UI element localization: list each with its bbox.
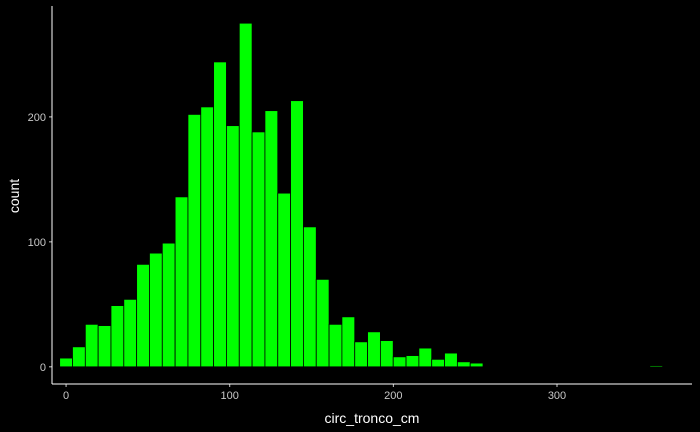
histogram-bar	[469, 362, 484, 368]
x-tick-label: 100	[221, 390, 239, 402]
histogram-bar	[123, 298, 138, 368]
histogram-bar	[251, 131, 266, 368]
histogram-bar	[303, 226, 317, 368]
x-ticks-group: 0 100 200 300	[63, 384, 566, 402]
histogram-bar	[238, 22, 253, 368]
y-tick-label: 100	[28, 237, 46, 249]
histogram-bar	[84, 323, 99, 368]
histogram-bar	[431, 358, 445, 368]
histogram-bar	[161, 242, 176, 368]
histogram-bar	[418, 347, 433, 368]
histogram-bar	[136, 263, 150, 368]
histogram-bar	[110, 305, 125, 368]
histogram-bar	[341, 316, 356, 368]
histogram-bar	[174, 196, 189, 368]
histogram-bar	[315, 278, 330, 368]
y-tick-label: 0	[40, 362, 46, 374]
histogram-bar	[290, 100, 304, 368]
histogram-bar	[444, 352, 458, 368]
bars-group	[59, 22, 664, 368]
y-tick-label: 200	[28, 112, 46, 124]
histogram-bar	[187, 114, 202, 368]
histogram-bar	[277, 192, 291, 368]
histogram-bar	[149, 252, 163, 368]
histogram-bar	[213, 61, 227, 368]
histogram-bar	[200, 106, 215, 368]
x-tick-label: 300	[548, 390, 566, 402]
histogram-bar	[649, 365, 664, 368]
histogram-bar	[405, 355, 420, 368]
histogram-bar	[354, 341, 368, 368]
histogram-bar	[59, 357, 73, 368]
y-axis-title: count	[6, 179, 22, 213]
histogram-bar	[456, 361, 471, 368]
y-ticks-group: 0 100 200	[28, 112, 52, 374]
x-axis-title: circ_tronco_cm	[325, 410, 420, 426]
x-tick-label: 0	[63, 390, 69, 402]
histogram-bar	[97, 325, 112, 368]
histogram-bar	[226, 125, 240, 368]
histogram-bar	[392, 356, 407, 368]
histogram-bar	[367, 331, 381, 368]
histogram-bar	[328, 323, 343, 368]
histogram-bar	[379, 340, 394, 368]
histogram-bar	[72, 346, 86, 368]
x-tick-label: 200	[384, 390, 402, 402]
histogram-bar	[264, 110, 279, 368]
